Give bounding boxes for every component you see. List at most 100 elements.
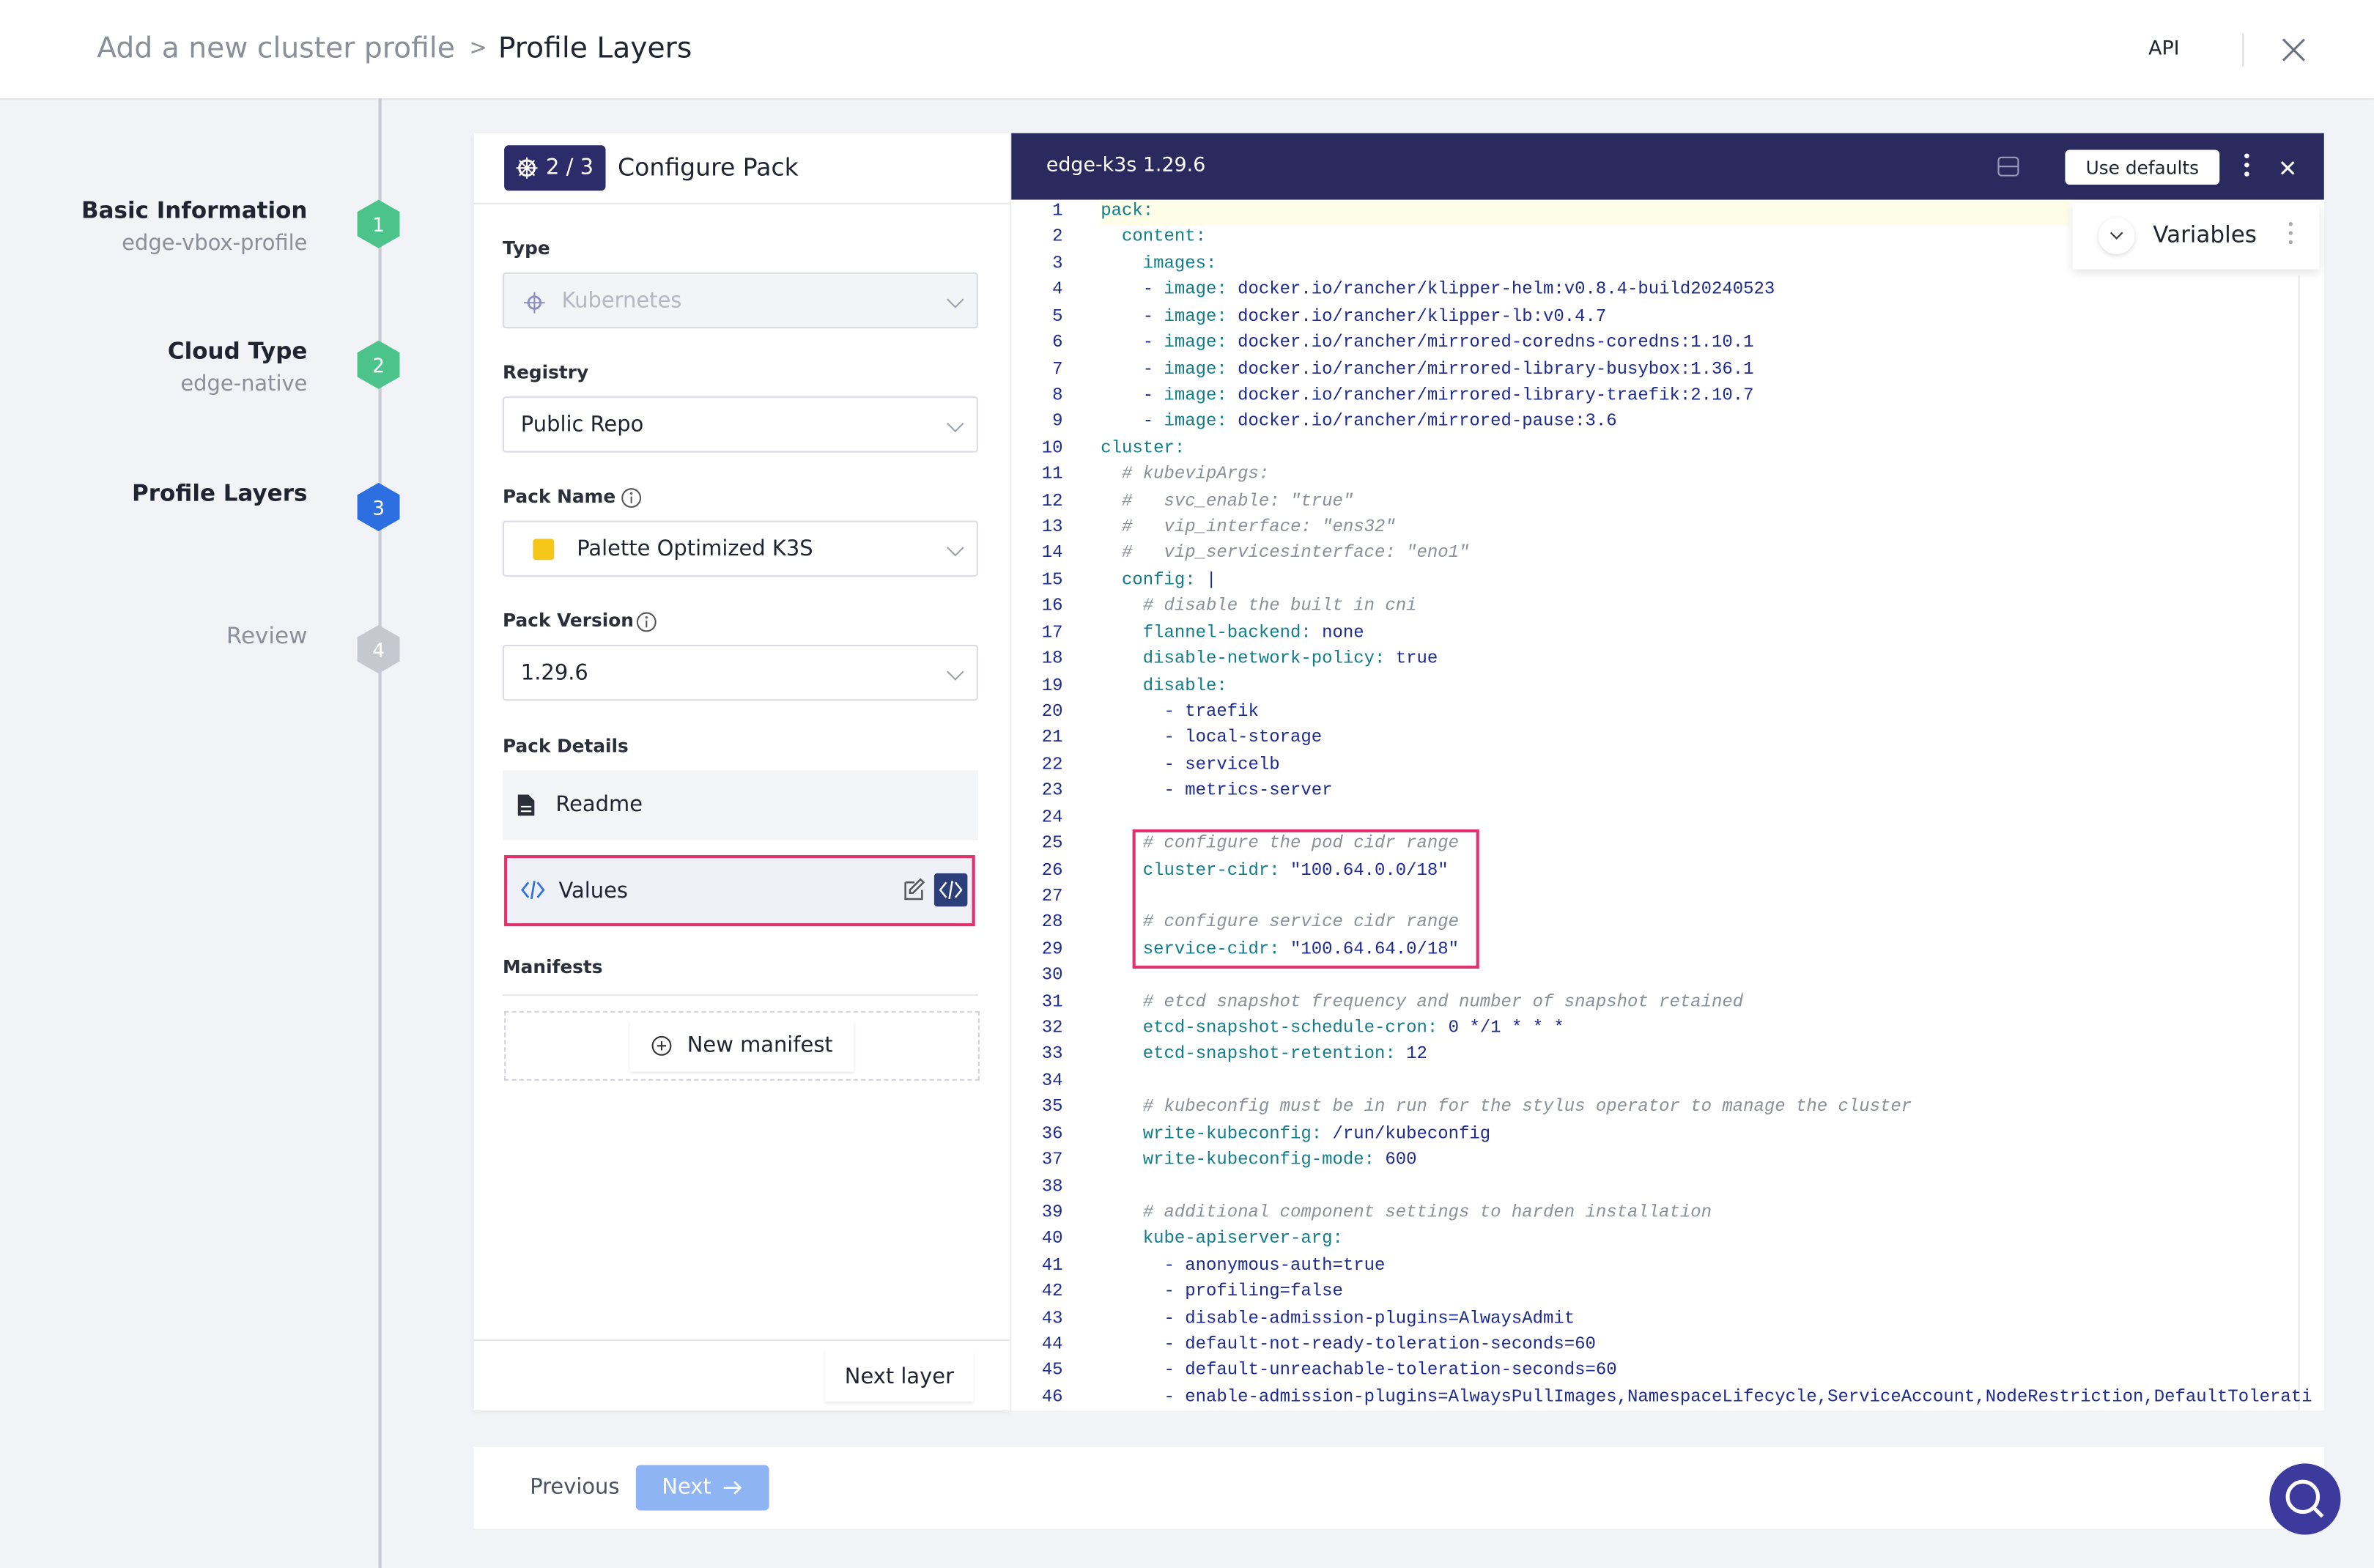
readme-item[interactable]: Readme [503,770,978,840]
file-icon [517,794,535,816]
step-badge: 1 [357,199,400,248]
line-number: 19 [1041,676,1063,696]
more-button[interactable] [2242,152,2251,179]
line-number: 24 [1041,807,1063,828]
code-editor[interactable]: 1 pack: 2 content: 3 images: 4 - image: dock… [1011,199,2324,1411]
line-number: 22 [1041,755,1063,775]
code-line: # vip_interface: "ens32" [1101,517,1396,538]
code-line: # etcd snapshot frequency and number of … [1101,992,1744,1013]
breadcrumb-current: Profile Layers [498,32,692,65]
code-line: # svc_enable: "true" [1101,491,1354,511]
close-editor[interactable] [2280,160,2296,176]
registry-select[interactable]: Public Repo [503,396,978,453]
card-title: Configure Pack [618,152,799,182]
pack-name-select[interactable]: Palette Optimized K3S [503,520,978,577]
breadcrumb-parent[interactable]: Add a new cluster profile [97,32,455,65]
plus-icon [651,1035,672,1056]
line-number: 14 [1041,544,1063,564]
field-label: Type [503,237,550,259]
code-line: - local-storage [1101,728,1323,749]
chevron [947,291,964,308]
divider [503,994,978,996]
help-button[interactable] [2269,1463,2341,1535]
line-number: 9 [1052,412,1063,432]
chevron [947,539,964,557]
code-line: content: [1121,227,1207,248]
hexagon [357,482,400,532]
line-number: 29 [1041,939,1063,960]
expand-button[interactable] [1997,156,2019,177]
close-button[interactable] [2282,38,2306,62]
divider [2242,33,2244,67]
line-number: 38 [1041,1177,1063,1197]
readme-text: Readme [555,793,643,818]
code-line: # kubevipArgs: [1101,465,1270,485]
collapse-button[interactable] [2098,218,2135,254]
line-number: 20 [1041,702,1063,722]
line-number: 25 [1041,834,1063,854]
line-number: 41 [1041,1256,1063,1276]
step-badge: 4 [357,625,400,674]
step-title: Basic Information [81,196,308,224]
code-icon [939,880,963,900]
code-line: images: [1142,254,1217,274]
code-view-button[interactable] [933,873,968,907]
line-number: 16 [1041,596,1063,617]
footer: Previous Next [473,1446,2324,1529]
next-button[interactable]: Next [635,1465,769,1511]
line-number: 43 [1041,1308,1063,1328]
highlight-box [1132,829,1479,969]
new-manifest-button[interactable]: New manifest [629,1020,854,1072]
code-line: - metrics-server [1101,781,1333,802]
info-icon[interactable] [621,487,642,509]
active-line [1101,199,2070,226]
line-number: 40 [1041,1229,1063,1249]
chevron [947,415,964,433]
code-line: etcd-snapshot-schedule-cron: 0 */1 * * * [1142,1018,1564,1039]
info-icon[interactable] [636,612,657,633]
type-select: Kubernetes [503,272,978,329]
use-defaults-button[interactable]: Use defaults [2065,149,2220,185]
code-line: - image: docker.io/rancher/mirrored-libr… [1101,385,1754,406]
step-number: 1 [372,214,385,237]
code-line: - default-unreachable-toleration-seconds… [1101,1361,1617,1381]
code-line: - default-not-ready-toleration-seconds=6… [1101,1334,1596,1355]
line-number: 42 [1041,1282,1063,1302]
code-line: write-kubeconfig-mode: 600 [1142,1150,1417,1170]
step-title: Profile Layers [132,479,308,507]
kube-icon [523,292,545,314]
line-number: 26 [1041,860,1063,881]
code-line: - image: docker.io/rancher/mirrored-paus… [1101,412,1617,432]
step-line [378,98,382,1568]
edit-button[interactable] [903,878,927,902]
line-number: 34 [1041,1071,1063,1092]
search-icon [2285,1479,2324,1518]
line-number: 23 [1041,781,1063,802]
previous-button[interactable]: Previous [530,1475,620,1501]
code-line: - image: docker.io/rancher/mirrored-core… [1101,333,1754,353]
line-number: 10 [1041,438,1063,459]
values-text: Values [558,879,628,903]
divider [473,1339,1010,1342]
pack-card: 2 / 3 Configure Pack Type Kubernetes Reg… [473,133,1010,1411]
api-link[interactable]: API [2148,37,2180,61]
code-line: config: | [1121,570,1217,591]
line-number: 18 [1041,649,1063,670]
line-number: 32 [1041,1018,1063,1039]
code-line: disable-network-policy: true [1142,649,1438,670]
values-item[interactable]: Values [504,855,975,927]
next-layer-button[interactable]: Next layer [825,1351,974,1402]
more-button[interactable] [2288,221,2293,245]
line-number: 35 [1041,1098,1063,1117]
line-number: 17 [1041,623,1063,643]
chevron [2109,226,2123,240]
line-number: 6 [1052,333,1063,353]
code-line: disable: [1142,676,1227,696]
line-number: 45 [1041,1361,1063,1381]
arrow-icon [723,1481,742,1495]
variables-panel: Variables [2072,202,2320,270]
pack-version-select[interactable]: 1.29.6 [503,644,978,701]
step-badge: 3 [357,482,400,532]
line-number: 3 [1052,254,1063,274]
code-line: pack: [1101,201,1154,221]
